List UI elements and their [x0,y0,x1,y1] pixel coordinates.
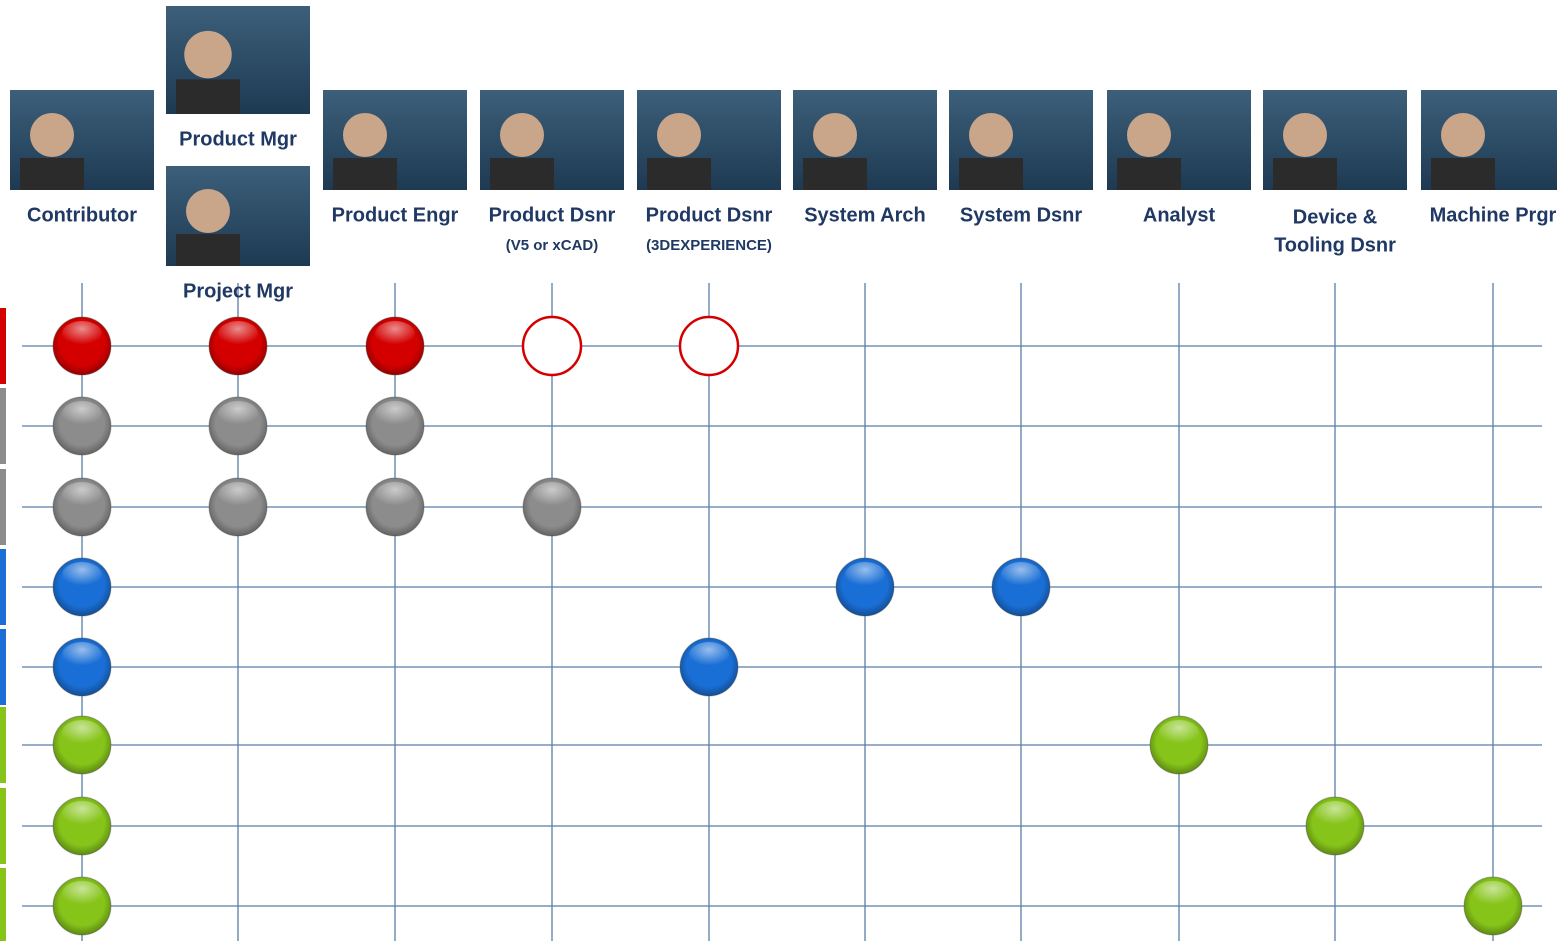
role-photo-body [333,158,397,190]
role-marker-outline [680,317,738,375]
role-matrix: Contributor Product Mgr Project Mgr Product… [0,0,1557,941]
row-color-bar [0,868,6,941]
role-marker-shine [1315,801,1355,827]
role-label: Machine Prgr [1430,204,1557,226]
role-photo-face [1283,113,1327,157]
role-label: System Dsnr [960,204,1082,226]
role-label: Tooling Dsnr [1274,234,1396,256]
role-photo-body [1431,158,1495,190]
role-photo-body [176,234,240,266]
role-label: System Arch [804,204,926,226]
role-photo-face [969,113,1013,157]
role-sublabel: (3DEXPERIENCE) [646,237,772,254]
role-photo-body [803,158,867,190]
role-marker-shine [1001,562,1041,588]
role-marker-shine [62,642,102,668]
role-marker-shine [1159,720,1199,746]
row-color-bar [0,308,6,384]
role-label: Device & [1293,206,1378,228]
role-sublabel: (V5 or xCAD) [506,237,599,254]
role-photo-face [1127,113,1171,157]
role-photo-face [500,113,544,157]
role-photo-body [647,158,711,190]
role-marker-shine [375,321,415,347]
role-photo-face [186,189,230,233]
role-marker-shine [218,401,258,427]
row-color-bar [0,788,6,864]
role-photo-face [30,113,74,157]
row-color-bar [0,629,6,705]
role-marker-shine [218,482,258,508]
row-color-bar [0,469,6,545]
row-color-bar [0,388,6,464]
role-photo-face [184,31,232,79]
role-marker-shine [1473,881,1513,907]
role-label: Project Mgr [183,280,293,302]
role-marker-shine [62,881,102,907]
role-marker-shine [218,321,258,347]
role-photo-body [1117,158,1181,190]
role-marker-shine [62,321,102,347]
role-marker-shine [532,482,572,508]
role-photo-body [490,158,554,190]
role-photo-face [657,113,701,157]
role-marker-shine [689,642,729,668]
role-marker-shine [375,482,415,508]
role-marker-shine [62,401,102,427]
role-label: Product Dsnr [489,204,616,226]
role-marker-shine [62,720,102,746]
role-photo-face [1441,113,1485,157]
role-marker-shine [62,482,102,508]
role-photo-body [20,158,84,190]
row-color-bar [0,549,6,625]
role-photo-body [959,158,1023,190]
role-label: Product Engr [332,204,459,226]
role-photo-face [813,113,857,157]
page: {"columns": [ {"roles": [{"name": "Contr… [0,0,1557,941]
role-photo-body [176,79,240,114]
role-label: Contributor [27,204,137,226]
role-marker-shine [375,401,415,427]
role-marker-shine [62,801,102,827]
row-color-bar [0,707,6,783]
role-marker-outline [523,317,581,375]
role-label: Analyst [1143,204,1216,226]
role-photo-body [1273,158,1337,190]
role-marker-shine [62,562,102,588]
role-photo-face [343,113,387,157]
role-label: Product Mgr [179,128,297,150]
role-marker-shine [845,562,885,588]
role-label: Product Dsnr [646,204,773,226]
